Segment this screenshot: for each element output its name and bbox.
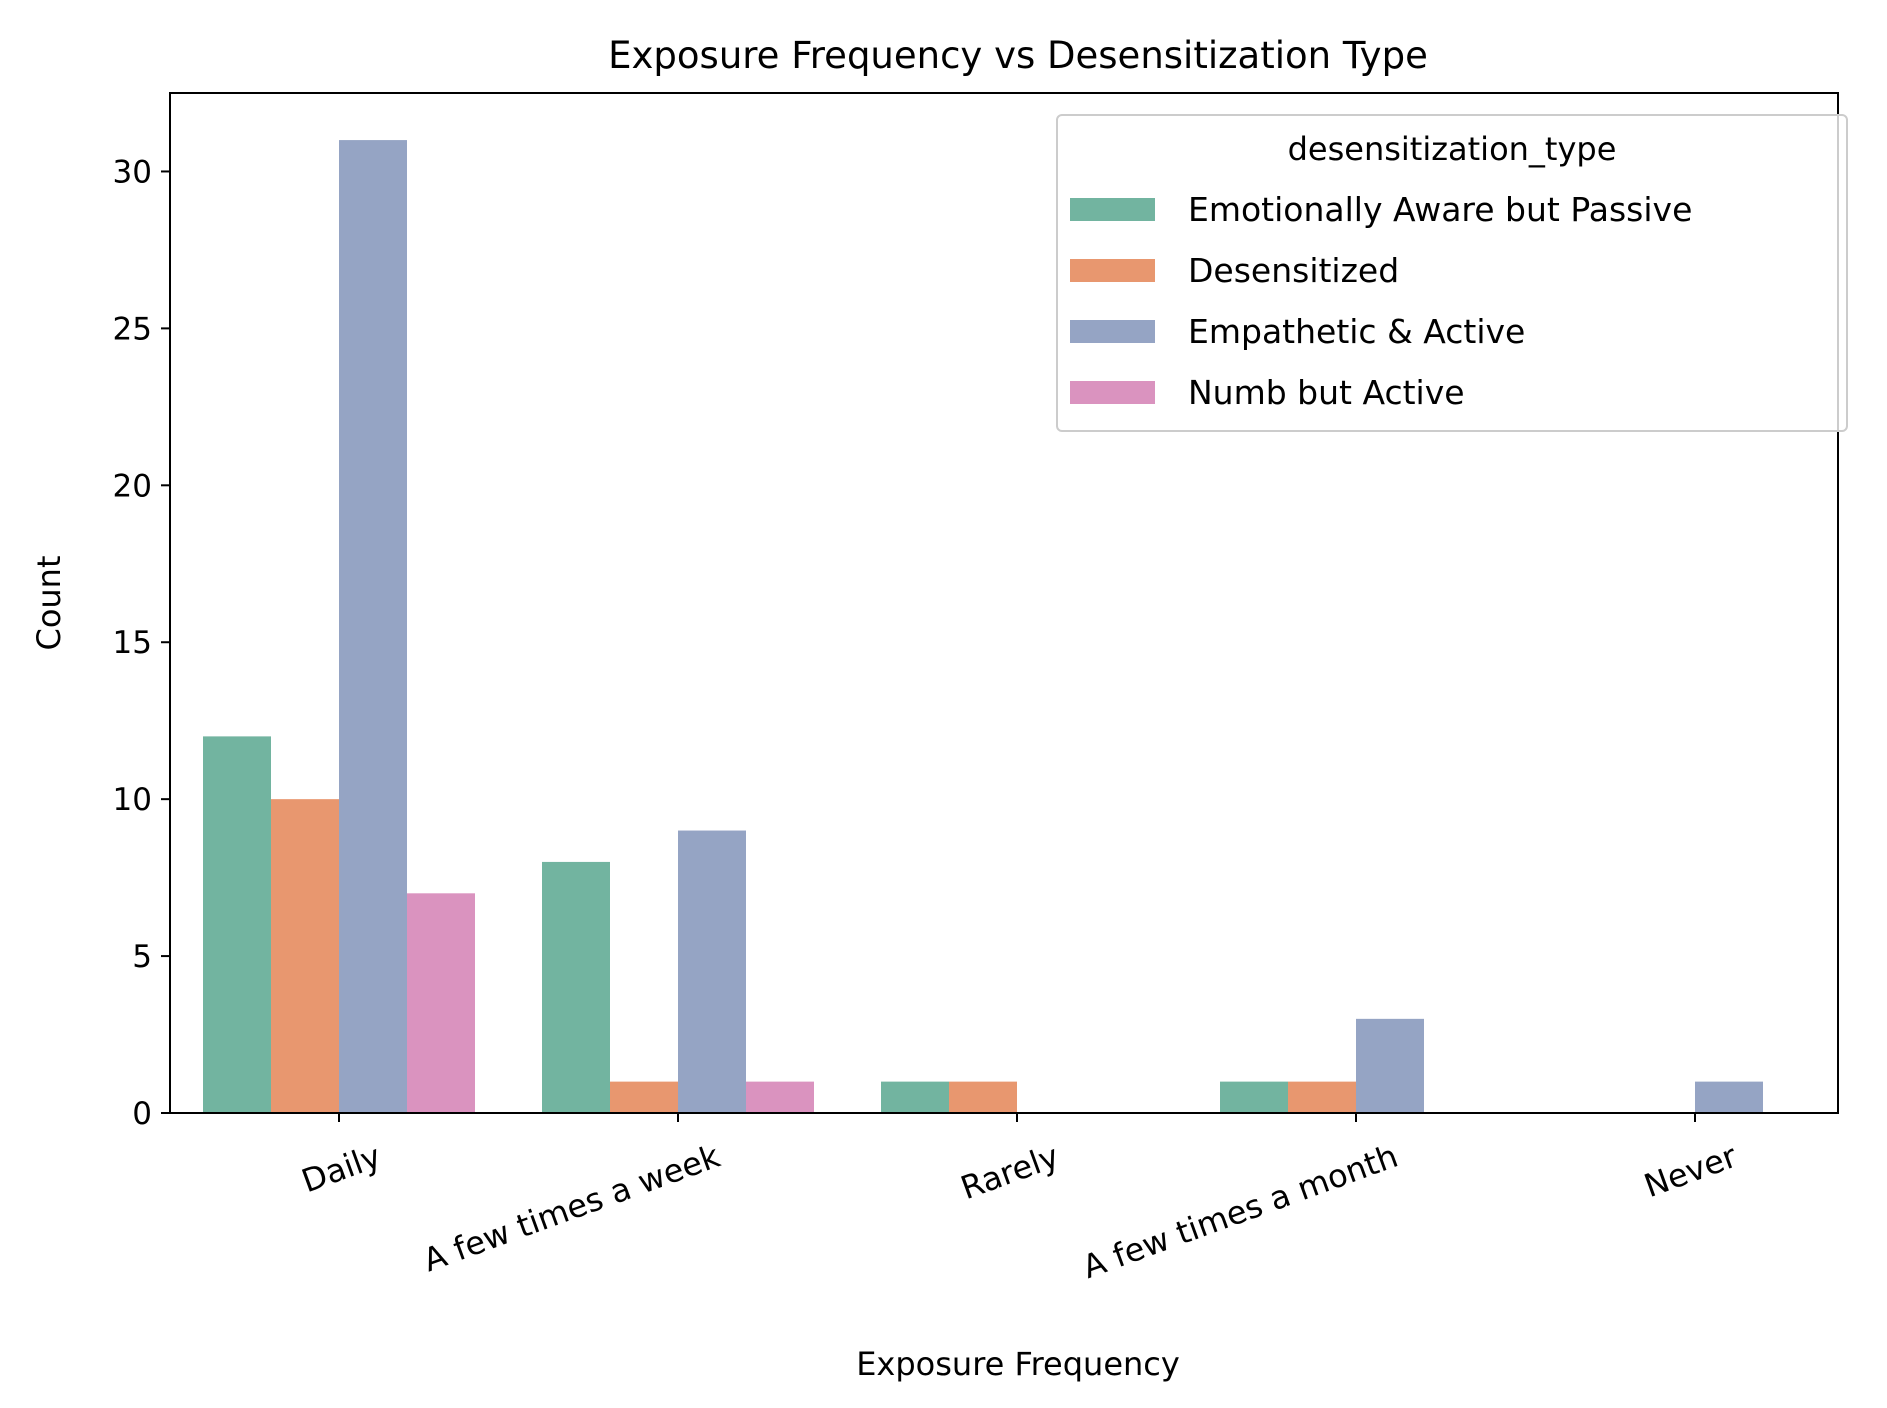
legend-label-2: Empathetic & Active (1188, 312, 1525, 351)
y-tick-label-3: 15 (113, 625, 152, 661)
bar-1-1 (610, 1081, 678, 1113)
y-tick-label-2: 10 (113, 782, 152, 818)
x-axis: Daily A few times a week Rarely A few times… (297, 1113, 1743, 1286)
chart-title: Exposure Frequency vs Desensitization Ty… (608, 34, 1428, 77)
bar-0-2 (881, 1081, 949, 1113)
bar-2-1 (678, 830, 746, 1113)
legend-swatch-2 (1070, 320, 1155, 343)
y-axis-label: Count (30, 555, 68, 650)
bar-1-3 (1288, 1081, 1356, 1113)
y-tick-label-1: 5 (132, 939, 152, 975)
bar-3-1 (746, 1081, 814, 1113)
legend-title: desensitization_type (1288, 130, 1617, 168)
legend-swatch-1 (1070, 259, 1155, 282)
legend-label-3: Numb but Active (1188, 373, 1465, 412)
x-axis-label: Exposure Frequency (856, 1345, 1180, 1383)
plot-frame (169, 92, 1839, 1114)
y-tick-label-5: 25 (113, 311, 152, 347)
bar-1-2 (949, 1081, 1017, 1113)
bar-3-0 (407, 893, 475, 1113)
y-tick-label-0: 0 (132, 1096, 152, 1132)
bar-0-0 (203, 736, 271, 1113)
x-tick-label-0: Daily (297, 1137, 386, 1200)
y-axis: 0 5 10 15 20 25 30 (113, 154, 170, 1132)
legend-label-1: Desensitized (1188, 251, 1399, 290)
legend-label-0: Emotionally Aware but Passive (1188, 190, 1692, 229)
x-tick-label-4: Never (1639, 1137, 1742, 1206)
legend-box (1056, 114, 1848, 432)
x-tick-label-3: A few times a month (1078, 1137, 1403, 1286)
bar-1-0 (271, 799, 339, 1113)
bar-2-3 (1356, 1018, 1424, 1113)
bar-0-3 (1220, 1081, 1288, 1113)
x-tick-label-2: Rarely (956, 1137, 1064, 1207)
bar-2-4 (1695, 1081, 1763, 1113)
legend-swatch-3 (1070, 381, 1155, 404)
bars-layer (203, 140, 1763, 1113)
legend: desensitization_type Emotionally Aware b… (1056, 114, 1848, 432)
y-tick-label-6: 30 (113, 154, 152, 190)
legend-entries: Emotionally Aware but Passive Desensitize… (1070, 190, 1692, 412)
y-tick-label-4: 20 (113, 468, 152, 504)
bar-2-0 (339, 140, 407, 1113)
x-tick-label-1: A few times a week (418, 1137, 725, 1280)
bar-0-1 (542, 861, 610, 1113)
legend-swatch-0 (1070, 198, 1155, 221)
